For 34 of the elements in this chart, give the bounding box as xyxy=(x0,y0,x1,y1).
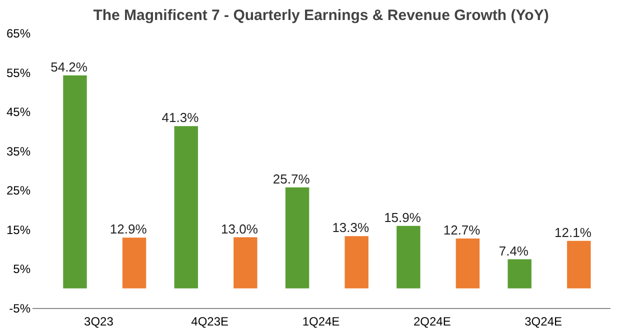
y-tick-label: 35% xyxy=(6,144,31,158)
data-label: 13.3% xyxy=(332,220,370,236)
y-tick-label: 65% xyxy=(6,26,31,40)
x-tick-label: 4Q23E xyxy=(191,314,229,328)
data-label: 54.2% xyxy=(50,59,88,74)
x-tick-label: 2Q24E xyxy=(413,314,451,328)
y-tick-label: 15% xyxy=(6,222,31,237)
y-tick-label: 55% xyxy=(6,66,31,80)
bar xyxy=(174,126,198,288)
y-tick-label: 25% xyxy=(6,184,31,198)
data-label: 12.7% xyxy=(443,222,481,238)
x-tick-label: 3Q24E xyxy=(524,314,562,328)
bar xyxy=(567,240,591,288)
data-label: 12.1% xyxy=(554,224,592,240)
chart-title: The Magnificent 7 - Quarterly Earnings & Revenue Growth (YoY) xyxy=(93,7,549,24)
bar xyxy=(344,236,368,288)
bar xyxy=(396,226,420,288)
y-tick-label: 45% xyxy=(6,105,31,120)
bar xyxy=(508,259,532,288)
x-tick-label: 1Q24E xyxy=(302,314,340,328)
data-label: 15.9% xyxy=(384,210,422,225)
bar xyxy=(456,238,480,288)
data-label: 13.0% xyxy=(221,221,258,236)
data-label: 12.9% xyxy=(110,222,148,237)
bar xyxy=(122,238,146,288)
y-tick-label: -5% xyxy=(9,302,31,316)
bar xyxy=(234,237,258,288)
data-label: 7.4% xyxy=(498,243,529,258)
data-label: 41.3% xyxy=(162,110,200,126)
data-label: 25.7% xyxy=(272,171,310,186)
bar xyxy=(63,75,87,288)
bar xyxy=(285,187,310,288)
y-tick-label: 5% xyxy=(13,262,31,276)
x-tick-label: 3Q23 xyxy=(84,314,114,328)
